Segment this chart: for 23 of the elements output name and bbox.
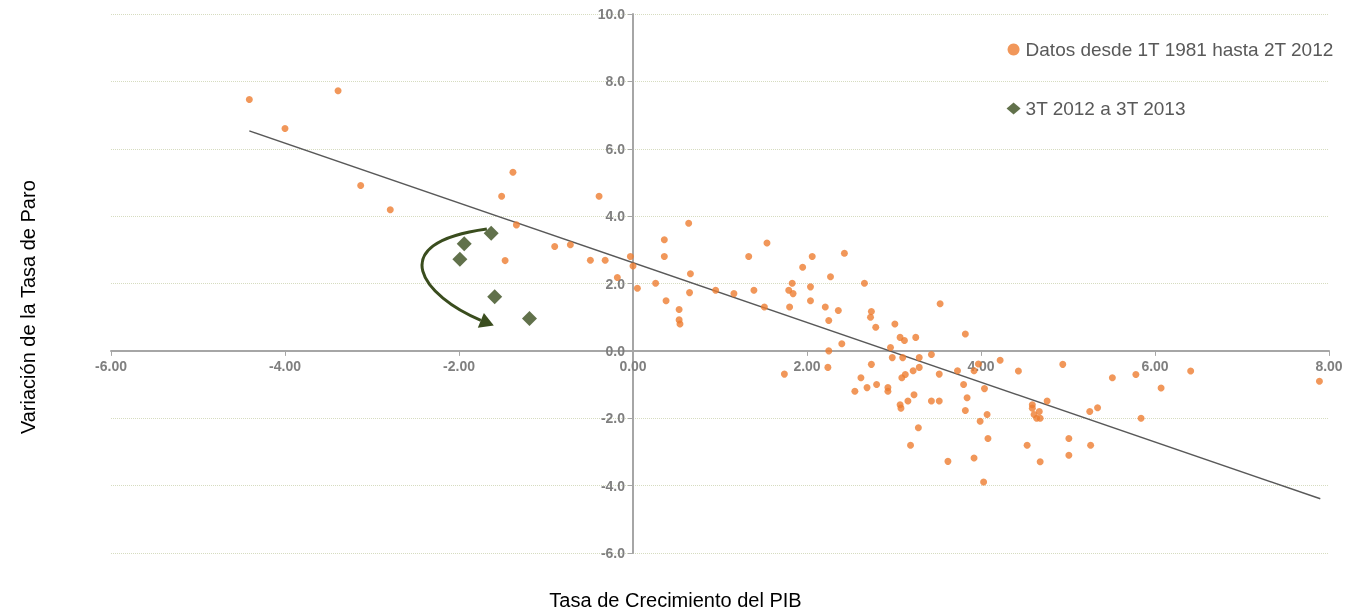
y-tick-label: -4.0	[600, 477, 626, 494]
x-tick-label: 6.00	[1141, 357, 1169, 374]
point	[452, 251, 468, 267]
x-tick-label: 2.00	[793, 357, 821, 374]
y-tick-label: -6.0	[600, 545, 626, 561]
point	[521, 311, 537, 327]
x-tick-label: -6.00	[95, 357, 128, 374]
y-axis-title: Variación de la Tasa de Paro	[17, 180, 39, 435]
point	[456, 236, 472, 252]
y-tick-label: 4.0	[605, 208, 626, 225]
x-tick-label: -2.00	[443, 357, 476, 374]
y-tick-label: 6.0	[605, 140, 626, 157]
y-tick-label: 10.0	[597, 6, 626, 22]
x-axis-title: Tasa de Crecimiento del PIB	[549, 589, 802, 611]
legend-label: 3T 2012 a 3T 2013	[1025, 98, 1186, 119]
point	[487, 289, 503, 305]
y-tick-label: 8.0	[605, 73, 626, 90]
point	[483, 225, 499, 241]
y-tick-label: -2.0	[600, 410, 626, 427]
y-tick-label: 2.0	[605, 275, 626, 292]
legend-label: Datos desde 1T 1981 hasta 2T 2012	[1025, 39, 1334, 60]
x-tick-label: -4.00	[269, 357, 302, 374]
x-tick-label: 8.00	[1315, 357, 1343, 374]
